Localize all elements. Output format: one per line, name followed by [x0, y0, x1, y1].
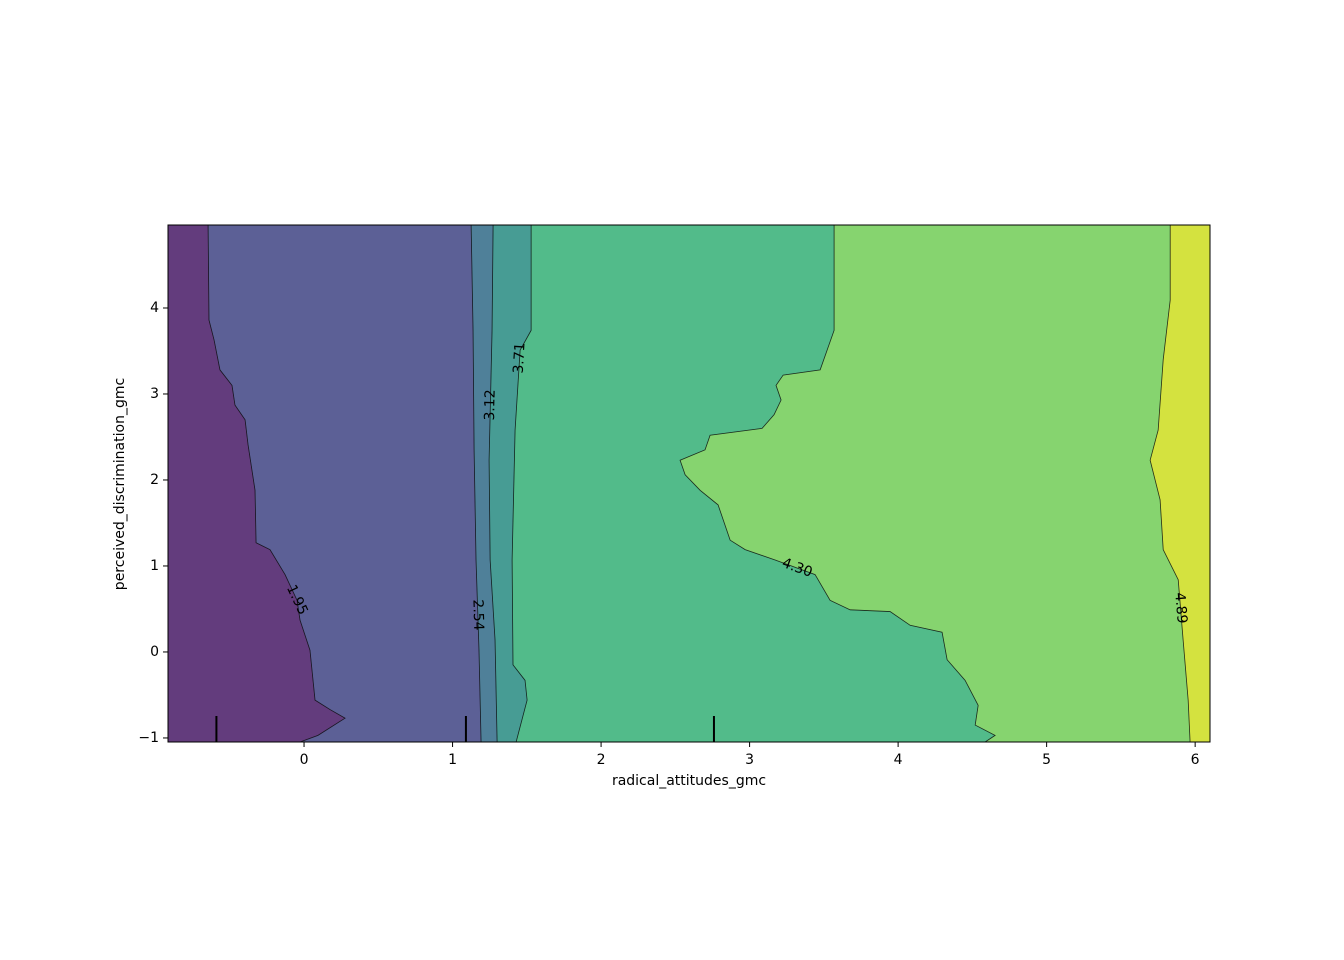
- y-tick-label: 4: [150, 300, 159, 316]
- y-tick-label: 3: [150, 386, 159, 402]
- contour-label: 2.54: [469, 599, 486, 631]
- y-tick-label: 2: [150, 472, 159, 488]
- x-axis-label: radical_attitudes_gmc: [612, 773, 766, 789]
- x-tick-label: 6: [1191, 752, 1200, 768]
- contour-line: [488, 225, 498, 742]
- y-axis-label: perceived_discrimination_gmc: [112, 378, 128, 590]
- contour-region: [489, 225, 532, 742]
- contour-label: 3.12: [482, 389, 499, 421]
- contour-line: [470, 225, 482, 742]
- contour-line: [1149, 225, 1191, 742]
- contour-line: [207, 225, 346, 742]
- contour-line: [511, 225, 532, 742]
- contour-region: [471, 225, 498, 742]
- y-tick-label: 0: [150, 644, 159, 660]
- y-tick-label: −1: [138, 730, 159, 746]
- x-tick-label: 2: [597, 752, 606, 768]
- contour-region: [512, 225, 996, 742]
- overlay: 0 1 2 3 4 5 6 −1 0 1 2 3 4: [138, 224, 1211, 768]
- y-tick-label: 1: [150, 558, 159, 574]
- x-tick-label: 4: [894, 752, 903, 768]
- contour-region: [168, 225, 346, 742]
- plot-area: 1.95 2.543.123.714.304.89: [168, 225, 1210, 742]
- contour-region: [680, 225, 1191, 742]
- plot-frame: [167, 224, 1211, 743]
- x-tick-label: 1: [448, 752, 457, 768]
- contour-region: [1150, 225, 1210, 742]
- contour-label: 4.89: [1171, 592, 1189, 624]
- contour-label: 3.71: [511, 342, 529, 374]
- x-tick-label: 0: [300, 752, 309, 768]
- contour-line: [679, 225, 996, 742]
- x-tick-label: 3: [745, 752, 754, 768]
- x-tick-label: 5: [1042, 752, 1051, 768]
- contour-region: [208, 225, 482, 742]
